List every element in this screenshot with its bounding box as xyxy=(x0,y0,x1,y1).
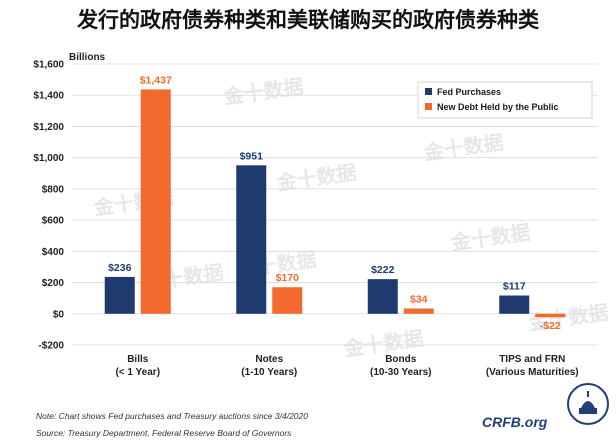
x-category-label: (< 1 Year) xyxy=(115,367,160,378)
y-tick-label: $1,400 xyxy=(33,91,64,102)
y-tick-label: $200 xyxy=(42,278,65,289)
new-debt-value-label: $1,437 xyxy=(140,74,172,86)
x-category-label: TIPS and FRN xyxy=(499,354,565,365)
y-unit-label: Billions xyxy=(69,52,106,63)
y-tick-label: $0 xyxy=(53,309,65,320)
x-category-label: (10-30 Years) xyxy=(370,367,432,378)
x-category-label: (1-10 Years) xyxy=(241,367,297,378)
legend-box xyxy=(417,81,593,119)
fed-purchases-bar xyxy=(104,276,135,314)
fed-purchases-value-label: $117 xyxy=(503,281,526,293)
x-category-label: Notes xyxy=(255,354,283,365)
x-category-label: Bills xyxy=(127,354,149,365)
y-tick-label: $1,600 xyxy=(33,60,64,71)
fed-purchases-bar xyxy=(367,279,398,314)
fed-purchases-value-label: $236 xyxy=(108,262,132,274)
brand-logo: CRFB.org xyxy=(482,414,548,430)
new-debt-bar xyxy=(140,89,171,314)
chart-note: Note: Chart shows Fed purchases and Trea… xyxy=(36,411,308,421)
new-debt-value-label: -$22 xyxy=(540,320,561,332)
capitol-seal-icon xyxy=(567,383,609,425)
new-debt-value-label: $34 xyxy=(410,293,428,305)
fed-purchases-value-label: $222 xyxy=(371,264,395,276)
x-category-label: (Various Maturities) xyxy=(486,367,579,378)
y-tick-label: $1,200 xyxy=(33,122,64,133)
new-debt-bar xyxy=(403,308,434,314)
watermark-text: 金十数据 xyxy=(221,74,305,109)
new-debt-bar xyxy=(535,313,566,318)
legend-entry: Fed Purchases xyxy=(437,87,501,97)
watermark-text: 金十数据 xyxy=(448,220,532,255)
watermark-text: 金十数据 xyxy=(421,130,505,165)
y-tick-label: $400 xyxy=(42,247,65,258)
y-tick-label: $1,000 xyxy=(33,153,64,164)
legend-swatch xyxy=(425,103,432,110)
y-tick-label: $600 xyxy=(42,216,65,227)
legend-entry: New Debt Held by the Public xyxy=(437,102,559,112)
y-tick-label: -$200 xyxy=(38,341,64,352)
fed-purchases-bar xyxy=(499,295,530,314)
y-tick-label: $800 xyxy=(42,184,65,195)
watermark-text: 金十数据 xyxy=(274,160,358,195)
legend-swatch xyxy=(425,88,432,95)
fed-purchases-bar xyxy=(236,165,267,314)
chart-source: Source: Treasury Department, Federal Res… xyxy=(36,428,292,438)
new-debt-bar xyxy=(272,287,303,314)
x-category-label: Bonds xyxy=(385,354,417,365)
fed-purchases-value-label: $951 xyxy=(240,150,264,162)
new-debt-value-label: $170 xyxy=(276,272,300,284)
page-title: 发行的政府债券种类和美联储购买的政府债券种类 xyxy=(77,8,539,32)
